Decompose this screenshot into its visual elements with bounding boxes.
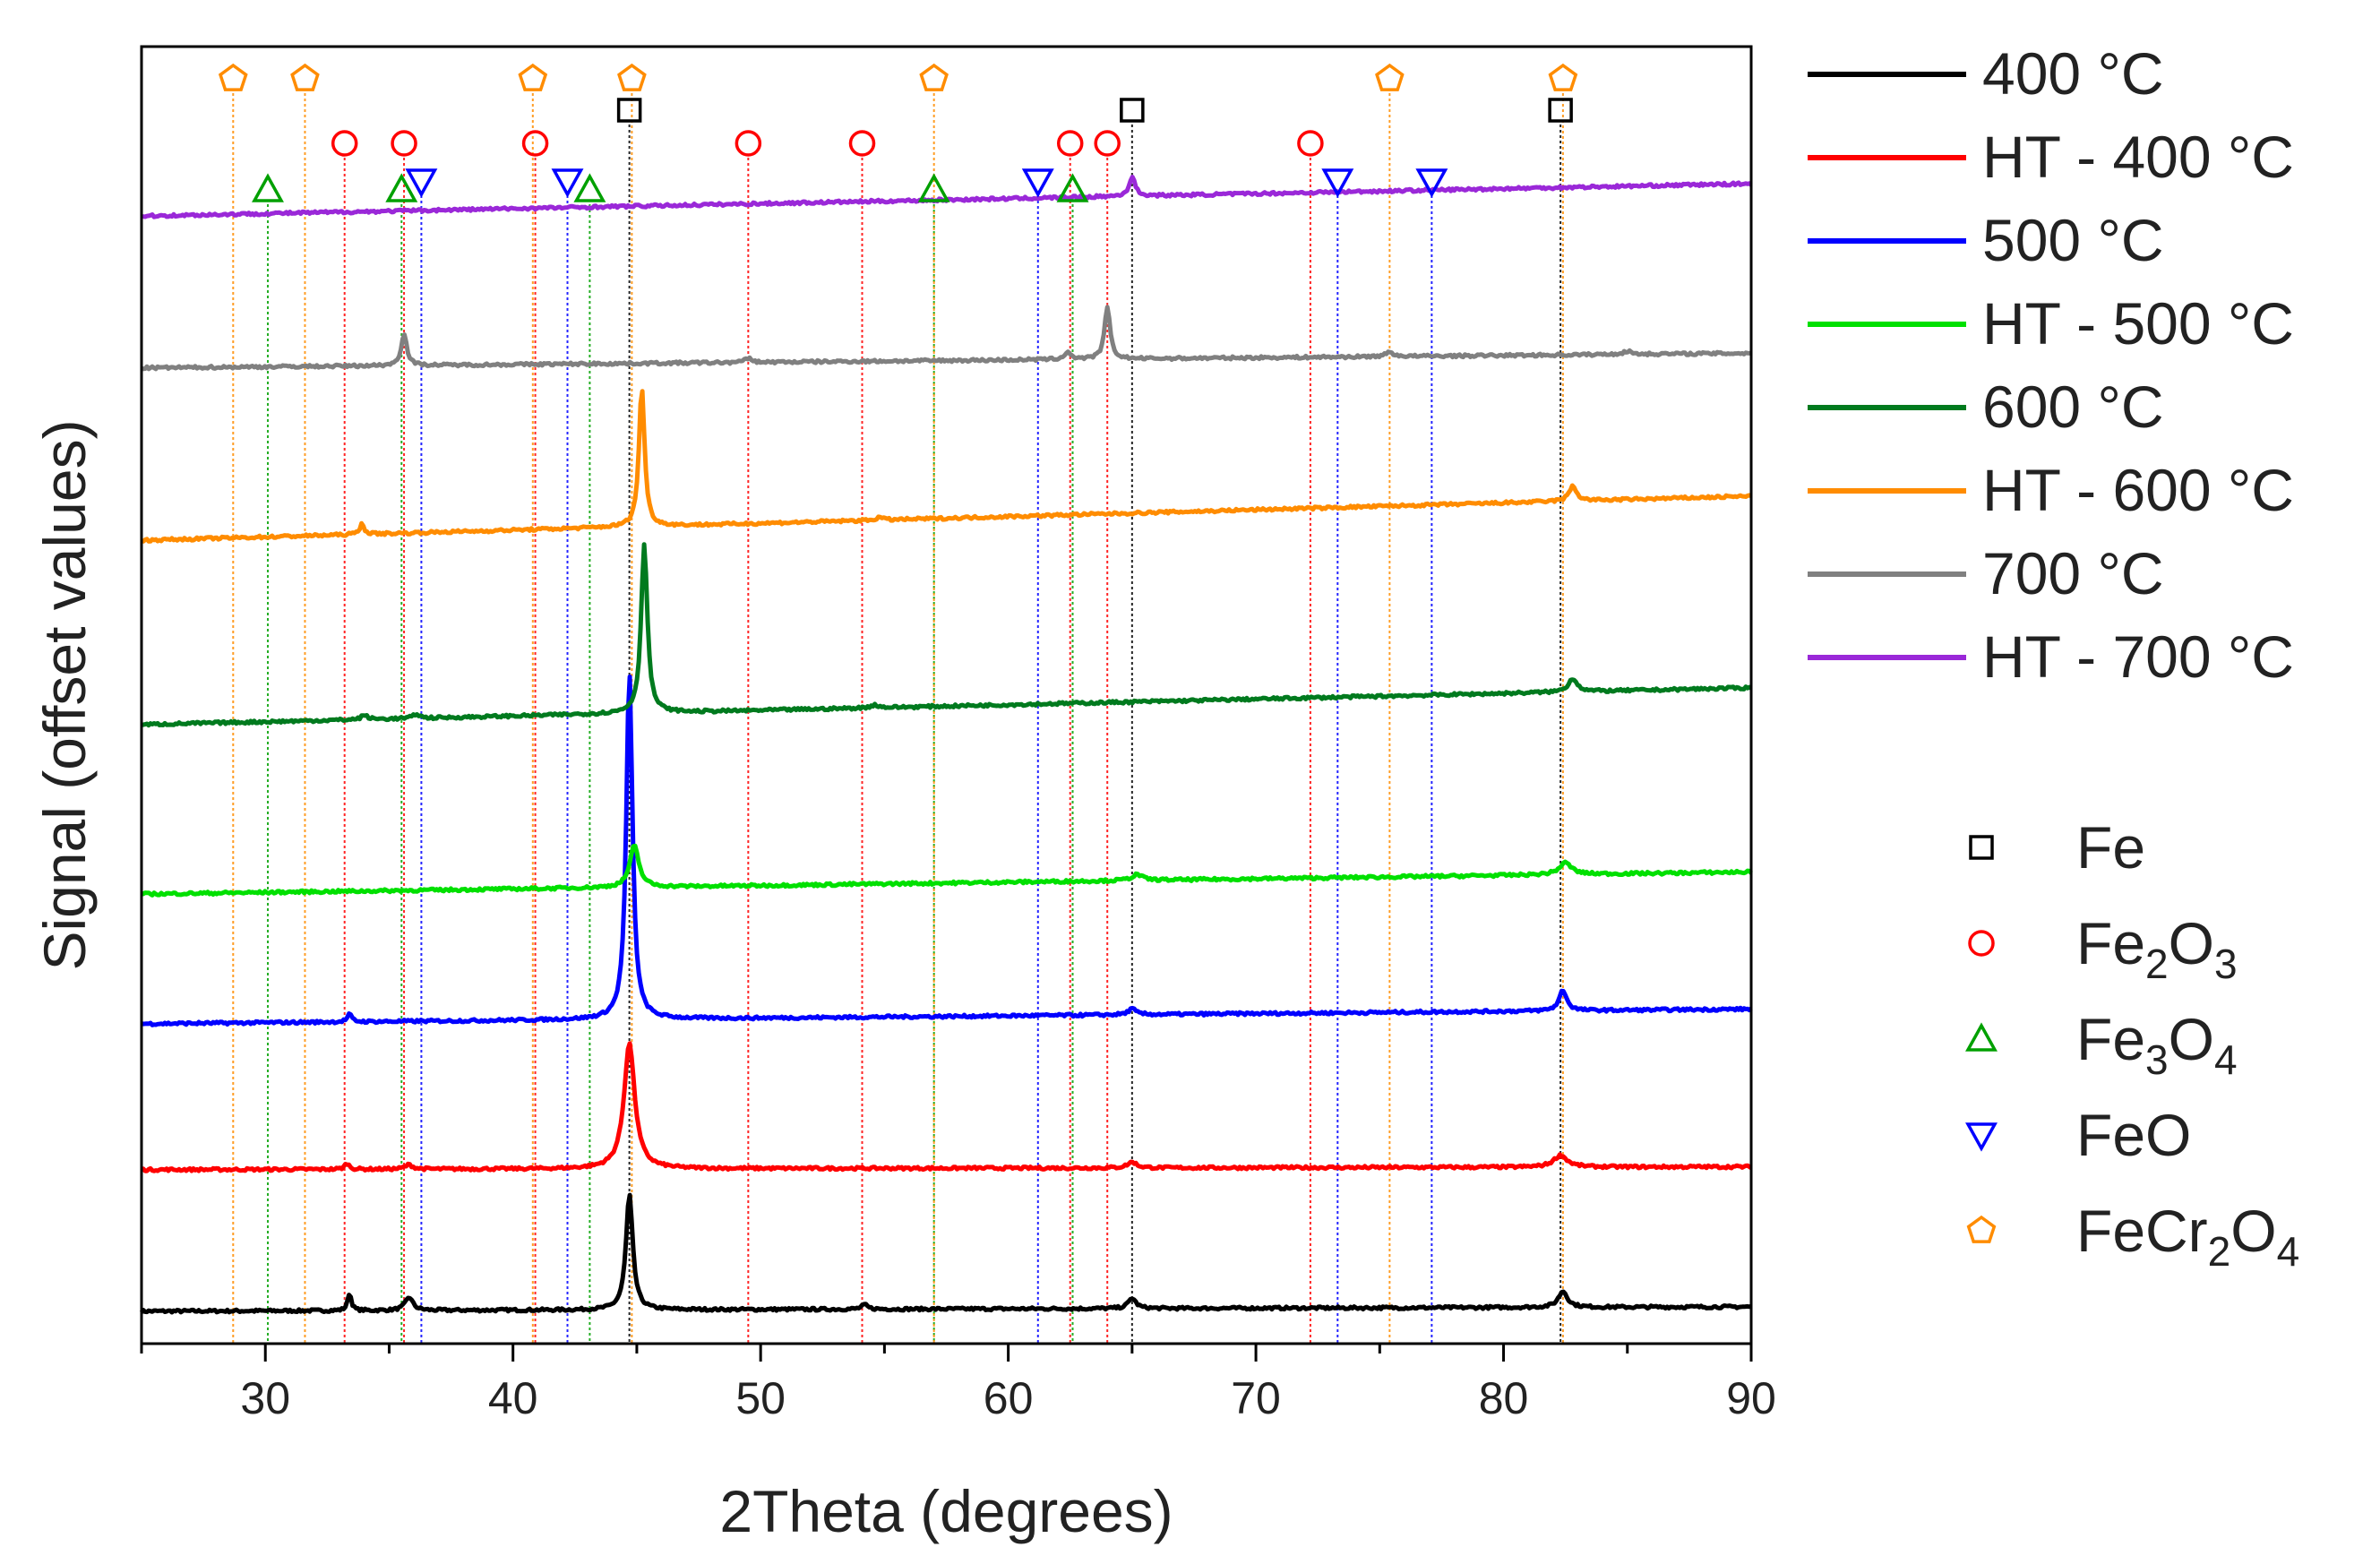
phase-legend-symbol (1968, 930, 1995, 957)
legend-label: 600 °C (1982, 374, 2164, 440)
x-axis-label: 2Theta (degrees) (719, 1478, 1173, 1544)
legend-label: 500 °C (1982, 207, 2164, 273)
plot-frame (140, 45, 1753, 1345)
phase-marker-fecr2o4 (919, 63, 949, 91)
x-tick-label: 40 (488, 1373, 538, 1423)
phase-marker-fe3o4 (1056, 173, 1089, 202)
phase-marker-fe2o3 (391, 130, 417, 157)
phase-marker-fe2o3 (521, 130, 549, 157)
phase-legend-label: Fe3O4 (2076, 1006, 2238, 1083)
phase-marker-fe (1120, 98, 1145, 123)
phase-marker-feo (1321, 168, 1354, 198)
phase-marker-fe3o4 (252, 173, 284, 202)
phase-legend: Fe Fe2O3 Fe3O4 FeO FeCr2O4 (1965, 814, 2299, 1275)
x-tick-label: 70 (1231, 1373, 1281, 1423)
phase-marker-fecr2o4 (1375, 63, 1405, 91)
legend-label: HT - 500 °C (1982, 290, 2294, 357)
x-tick-label: 90 (1726, 1373, 1776, 1423)
phase-marker-fe2o3 (735, 130, 762, 157)
legend-label: 400 °C (1982, 40, 2164, 107)
phase-marker-fecr2o4 (1548, 63, 1578, 91)
phase-legend-symbol (1965, 1022, 1998, 1052)
x-tick-label: 50 (735, 1373, 786, 1423)
phase-legend-symbol (1969, 835, 1994, 860)
legend-label: HT - 400 °C (1982, 124, 2294, 190)
series-line-2 (141, 675, 1753, 1027)
phase-marker-fecr2o4 (617, 63, 647, 91)
phase-marker-fe2o3 (1297, 130, 1324, 157)
phase-marker-fe2o3 (331, 130, 358, 157)
phase-markers (218, 63, 1578, 202)
series-line-5 (141, 389, 1753, 544)
series-line-1 (140, 1041, 1753, 1173)
phase-marker-fe (1548, 98, 1573, 123)
phase-legend-label: Fe (2076, 814, 2145, 881)
x-axis: 30 40 50 60 70 80 90 (140, 1344, 1776, 1423)
x-tick-label: 60 (984, 1373, 1034, 1423)
legend-label: HT - 600 °C (1982, 457, 2294, 523)
phase-marker-feo (551, 168, 584, 198)
series-legend: 400 °C HT - 400 °C 500 °C HT - 500 °C 600 °C… (1808, 40, 2294, 690)
phase-marker-fe (616, 98, 642, 123)
phase-legend-label: Fe2O3 (2076, 910, 2238, 987)
phase-marker-fe2o3 (1056, 130, 1084, 157)
series-line-3 (141, 843, 1753, 898)
phase-marker-feo (1021, 168, 1054, 198)
phase-marker-fe2o3 (1094, 130, 1121, 157)
phase-legend-symbol (1965, 1122, 1998, 1152)
phase-legend-label: FeCr2O4 (2076, 1198, 2299, 1275)
x-tick-label: 80 (1479, 1373, 1529, 1423)
phase-legend-symbol (1966, 1215, 1997, 1243)
series-line-6 (141, 305, 1752, 372)
phase-marker-feo (405, 168, 438, 198)
series-line-4 (141, 542, 1753, 728)
phase-marker-fecr2o4 (290, 63, 320, 91)
diffraction-series (139, 175, 1753, 1315)
legend-label: 700 °C (1982, 540, 2164, 606)
phase-legend-label: FeO (2076, 1102, 2191, 1168)
series-line-0 (139, 1192, 1752, 1315)
phase-marker-fe2o3 (848, 130, 876, 157)
phase-marker-fe3o4 (385, 173, 418, 202)
x-tick-label: 30 (240, 1373, 290, 1423)
y-axis-label: Signal (offset values) (31, 419, 98, 970)
phase-marker-fe3o4 (573, 173, 606, 202)
phase-marker-fe3o4 (917, 173, 950, 202)
legend-label: HT - 700 °C (1982, 623, 2294, 690)
phase-marker-fecr2o4 (518, 63, 548, 91)
phase-marker-fecr2o4 (218, 63, 248, 91)
phase-marker-feo (1415, 168, 1448, 198)
